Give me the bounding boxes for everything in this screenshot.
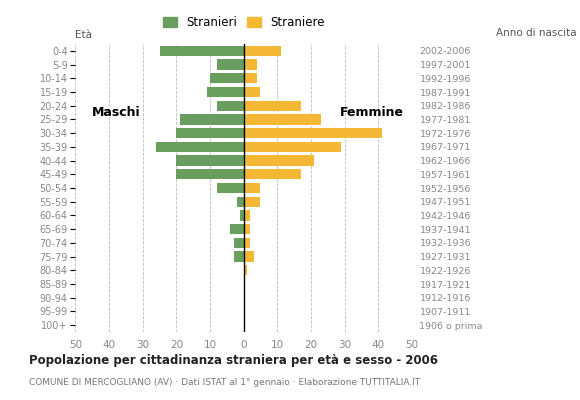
Bar bbox=[244, 224, 251, 234]
Bar bbox=[244, 156, 314, 166]
Text: Popolazione per cittadinanza straniera per età e sesso - 2006: Popolazione per cittadinanza straniera p… bbox=[29, 354, 438, 367]
Bar bbox=[210, 73, 244, 84]
Bar bbox=[176, 156, 244, 166]
Bar bbox=[160, 46, 244, 56]
Bar bbox=[244, 210, 251, 220]
Text: Femmine: Femmine bbox=[339, 106, 404, 119]
Bar bbox=[244, 183, 260, 193]
Bar bbox=[230, 224, 244, 234]
Bar bbox=[234, 252, 244, 262]
Legend: Stranieri, Straniere: Stranieri, Straniere bbox=[159, 12, 328, 32]
Text: COMUNE DI MERCOGLIANO (AV) · Dati ISTAT al 1° gennaio · Elaborazione TUTTITALIA.: COMUNE DI MERCOGLIANO (AV) · Dati ISTAT … bbox=[29, 378, 420, 387]
Text: Età: Età bbox=[75, 30, 92, 40]
Bar bbox=[156, 142, 244, 152]
Bar bbox=[244, 142, 341, 152]
Bar bbox=[244, 46, 281, 56]
Bar bbox=[176, 128, 244, 138]
Bar bbox=[244, 196, 260, 207]
Bar bbox=[237, 196, 244, 207]
Bar bbox=[244, 60, 257, 70]
Bar bbox=[244, 73, 257, 84]
Bar bbox=[217, 183, 244, 193]
Bar bbox=[244, 238, 251, 248]
Bar bbox=[206, 87, 244, 97]
Bar bbox=[240, 210, 244, 220]
Bar bbox=[217, 100, 244, 111]
Text: Anno di nascita: Anno di nascita bbox=[496, 28, 577, 38]
Bar bbox=[234, 238, 244, 248]
Bar bbox=[180, 114, 244, 124]
Bar bbox=[244, 169, 301, 180]
Bar bbox=[244, 265, 247, 276]
Bar bbox=[217, 60, 244, 70]
Bar bbox=[244, 128, 382, 138]
Bar bbox=[244, 100, 301, 111]
Text: Maschi: Maschi bbox=[92, 106, 140, 119]
Bar bbox=[176, 169, 244, 180]
Bar bbox=[244, 114, 321, 124]
Bar bbox=[244, 252, 253, 262]
Bar bbox=[244, 87, 260, 97]
